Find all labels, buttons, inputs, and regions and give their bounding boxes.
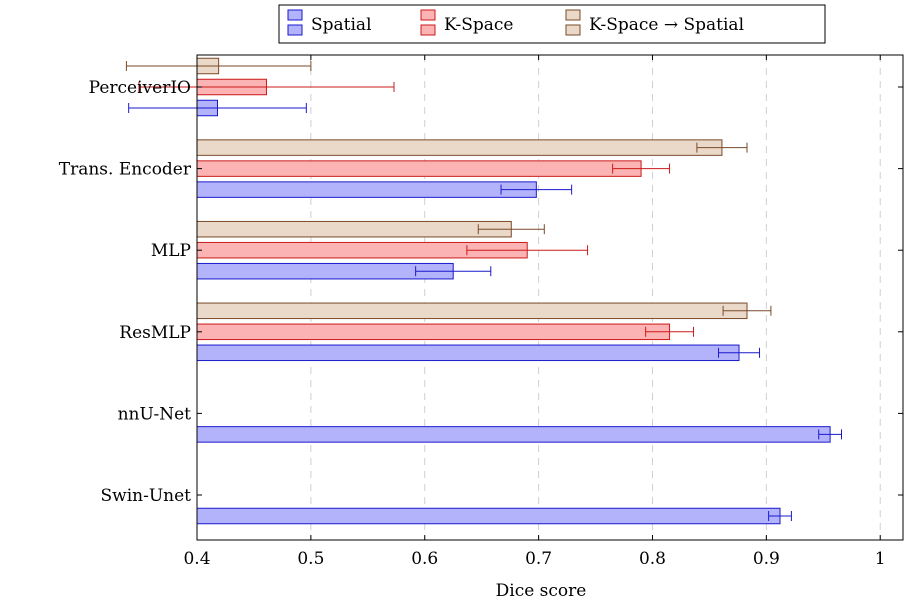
legend: Spatial K-Space K-Space → Spatial — [278, 4, 826, 44]
bar — [196, 160, 642, 177]
grid-lines — [310, 55, 881, 540]
plot-frame — [196, 54, 904, 541]
category-label: Trans. Encoder — [59, 160, 192, 180]
x-tick-label: 0.5 — [297, 549, 324, 569]
category-label: ResMLP — [119, 323, 191, 343]
bar — [196, 139, 723, 156]
x-tick-label: 0.8 — [639, 549, 666, 569]
legend-label: K-Space — [444, 15, 513, 35]
legend-swatch — [420, 9, 436, 21]
bar — [196, 426, 831, 443]
legend-label: K-Space → Spatial — [589, 15, 744, 35]
x-tick-label: 0.7 — [525, 549, 552, 569]
bars — [125, 57, 843, 525]
bar — [196, 220, 512, 238]
bar — [196, 181, 537, 198]
legend-swatch — [287, 24, 303, 36]
legend-label: Spatial — [311, 15, 372, 35]
legend-swatch — [565, 9, 581, 21]
bar — [196, 302, 748, 320]
bar — [196, 323, 671, 341]
category-label: PerceiverIO — [89, 78, 191, 98]
legend-item: Spatial — [287, 9, 372, 36]
x-tick-label: 0.4 — [183, 549, 210, 569]
category-label: nnU-Net — [118, 404, 192, 424]
x-tick-label: 0.9 — [753, 549, 780, 569]
legend-box — [278, 4, 826, 44]
legend-item: K-Space — [420, 9, 513, 36]
x-axis-title: Dice score — [496, 581, 587, 601]
bar — [196, 507, 781, 525]
legend-item: K-Space → Spatial — [565, 9, 744, 36]
category-label: Swin-Unet — [101, 486, 192, 506]
legend-swatch — [420, 24, 436, 36]
legend-swatch — [565, 24, 581, 36]
x-tick-label: 1 — [875, 549, 886, 569]
x-tick-label: 0.6 — [411, 549, 438, 569]
bar — [196, 344, 740, 362]
category-label: MLP — [151, 241, 191, 261]
bar — [196, 262, 454, 280]
axes: 0.4 0.5 0.6 0.7 0.8 0.9 1 PerceiverIO Trans. Enc… — [59, 54, 904, 569]
legend-swatch — [287, 9, 303, 21]
